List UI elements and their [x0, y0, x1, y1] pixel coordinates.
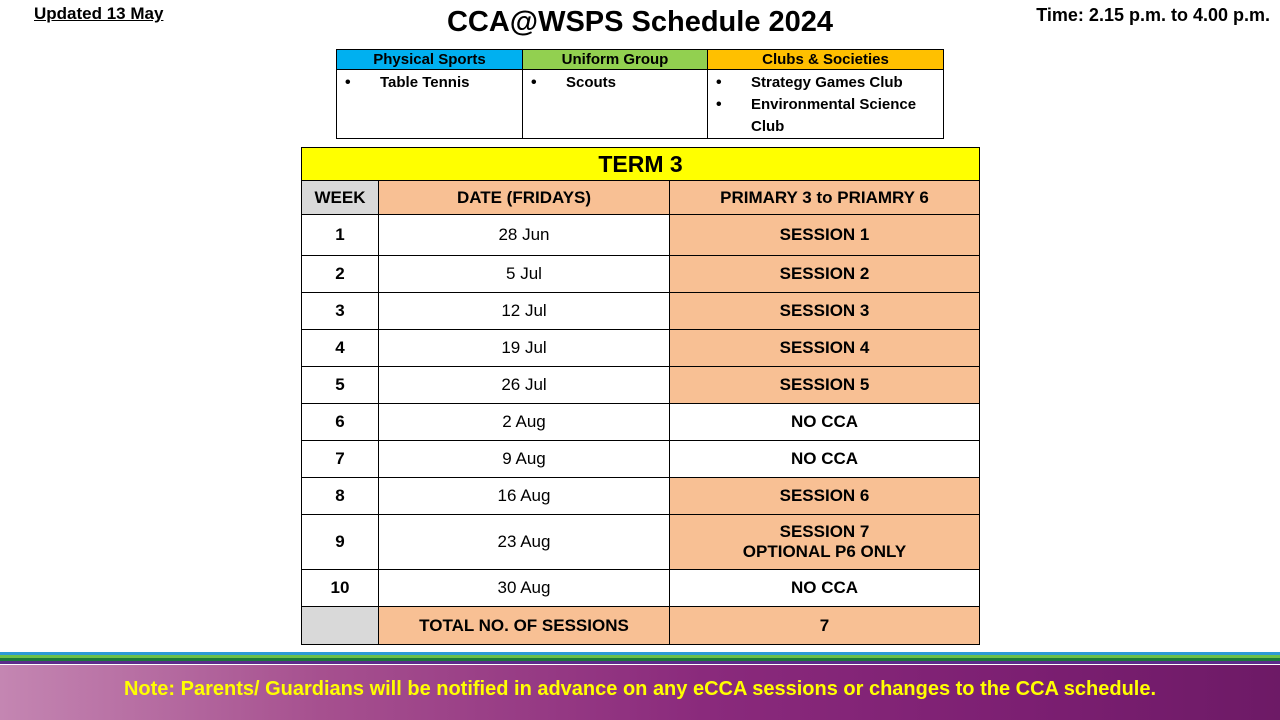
session-cell: NO CCA — [669, 569, 980, 607]
session-label: SESSION 1 — [779, 225, 870, 244]
session-cell: SESSION 2 — [669, 255, 980, 293]
term-title: TERM 3 — [301, 147, 980, 181]
schedule-time: Time: 2.15 p.m. to 4.00 p.m. — [1036, 5, 1270, 25]
list-item: Environmental Science Club — [714, 94, 937, 138]
week-cell: 10 — [301, 569, 379, 607]
list-item: Strategy Games Club — [714, 72, 937, 94]
date-cell: 30 Aug — [378, 569, 670, 607]
stripe — [0, 652, 1280, 655]
week-cell: 6 — [301, 403, 379, 441]
week-cell: 7 — [301, 440, 379, 478]
table-row: 9 23 Aug SESSION 7 OPTIONAL P6 ONLY — [301, 514, 980, 570]
date-cell: 2 Aug — [378, 403, 670, 441]
uniform-group-list: Scouts — [522, 69, 708, 139]
session-cell: SESSION 3 — [669, 292, 980, 330]
table-row: 8 16 Aug SESSION 6 — [301, 477, 980, 515]
header-week: WEEK — [301, 180, 379, 215]
footer-note: Note: Parents/ Guardians will be notifie… — [123, 678, 1157, 700]
header-level: PRIMARY 3 to PRIAMRY 6 — [669, 180, 980, 215]
cca-category-table: Physical Sports Uniform Group Clubs & So… — [336, 49, 944, 139]
date-cell: 5 Jul — [378, 255, 670, 293]
week-cell: 5 — [301, 366, 379, 404]
session-label: SESSION 4 — [779, 338, 870, 357]
week-cell: 4 — [301, 329, 379, 367]
list-item: Scouts — [529, 72, 701, 94]
session-label: NO CCA — [790, 449, 859, 468]
session-cell: SESSION 7 OPTIONAL P6 ONLY — [669, 514, 980, 570]
week-cell: 8 — [301, 477, 379, 515]
session-cell: SESSION 4 — [669, 329, 980, 367]
session-label: SESSION 6 — [779, 486, 870, 505]
session-label: SESSION 5 — [779, 375, 870, 394]
stripe — [0, 655, 1280, 658]
session-cell: NO CCA — [669, 403, 980, 441]
total-value: 7 — [669, 606, 980, 645]
date-cell: 19 Jul — [378, 329, 670, 367]
week-cell: 2 — [301, 255, 379, 293]
week-cell: 3 — [301, 292, 379, 330]
session-cell: SESSION 6 — [669, 477, 980, 515]
note-bar — [0, 665, 1280, 720]
total-label: TOTAL NO. OF SESSIONS — [378, 606, 670, 645]
session-cell: SESSION 5 — [669, 366, 980, 404]
table-row: 4 19 Jul SESSION 4 — [301, 329, 980, 367]
stripe — [0, 658, 1280, 661]
date-cell: 16 Aug — [378, 477, 670, 515]
list-item: Table Tennis — [343, 72, 516, 94]
stripe — [0, 661, 1280, 664]
session-cell: NO CCA — [669, 440, 980, 478]
session-label: SESSION 2 — [779, 264, 870, 283]
date-cell: 23 Aug — [378, 514, 670, 570]
date-cell: 26 Jul — [378, 366, 670, 404]
table-row: 1 28 Jun SESSION 1 — [301, 214, 980, 256]
header-date: DATE (FRIDAYS) — [378, 180, 670, 215]
updated-date: Updated 13 May — [34, 4, 164, 23]
session-label: SESSION 7 — [779, 522, 870, 541]
session-label: NO CCA — [790, 578, 859, 597]
session-label: SESSION 3 — [779, 301, 870, 320]
week-cell: 9 — [301, 514, 379, 570]
date-cell: 9 Aug — [378, 440, 670, 478]
date-cell: 28 Jun — [378, 214, 670, 256]
page-title: CCA@WSPS Schedule 2024 — [446, 6, 834, 38]
table-row: 10 30 Aug NO CCA — [301, 569, 980, 607]
category-uniform-group: Uniform Group — [522, 49, 708, 70]
session-cell: SESSION 1 — [669, 214, 980, 256]
term-schedule-table: TERM 3 WEEK DATE (FRIDAYS) PRIMARY 3 to … — [301, 147, 980, 645]
category-clubs-societies: Clubs & Societies — [707, 49, 944, 70]
category-physical-sports: Physical Sports — [336, 49, 523, 70]
physical-sports-list: Table Tennis — [336, 69, 523, 139]
footer-stripes — [0, 652, 1280, 664]
clubs-societies-list: Strategy Games Club Environmental Scienc… — [707, 69, 944, 139]
week-cell: 1 — [301, 214, 379, 256]
table-row: 3 12 Jul SESSION 3 — [301, 292, 980, 330]
total-blank-cell — [301, 606, 379, 645]
table-row: 5 26 Jul SESSION 5 — [301, 366, 980, 404]
session-note: OPTIONAL P6 ONLY — [742, 542, 907, 561]
date-cell: 12 Jul — [378, 292, 670, 330]
session-label: NO CCA — [790, 412, 859, 431]
